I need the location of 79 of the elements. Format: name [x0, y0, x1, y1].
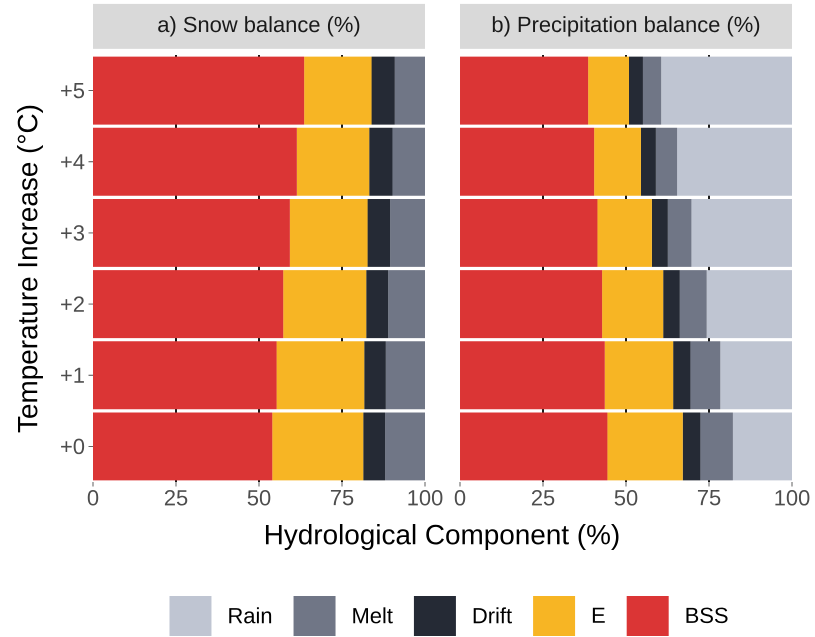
- bar: [460, 198, 598, 267]
- legend-label: E: [592, 608, 605, 623]
- bar: [460, 270, 602, 338]
- bar: [607, 412, 683, 480]
- bar: [700, 412, 733, 480]
- legend-label: Melt: [353, 607, 393, 624]
- x-tick-label: 0: [88, 490, 98, 506]
- bar: [668, 198, 692, 267]
- bar: [385, 412, 426, 480]
- bar: [304, 56, 372, 125]
- bar: [372, 56, 395, 125]
- bar: [690, 341, 720, 410]
- bar: [706, 270, 792, 338]
- bar: [691, 198, 792, 267]
- y-axis-title: Temperature Increase (°C): [16, 106, 43, 432]
- bar: [720, 341, 792, 410]
- bar: [290, 198, 368, 267]
- bar: [368, 198, 390, 267]
- bar: [283, 270, 366, 338]
- bar: [588, 56, 629, 125]
- x-axis-title: Hydrological Component (%): [266, 524, 618, 550]
- bar: [642, 56, 662, 125]
- y-tick-label: +3: [61, 225, 84, 241]
- chart-title: b) Precipitation balance (%): [492, 16, 760, 37]
- bar: [460, 56, 588, 125]
- y-tick-label: +0: [61, 438, 84, 454]
- y-tick-label: +4: [61, 154, 84, 170]
- bar: [388, 270, 426, 338]
- bar: [602, 270, 664, 338]
- legend-label: Rain: [229, 607, 272, 624]
- bar: [661, 56, 792, 125]
- bar: [386, 341, 426, 410]
- bar: [296, 128, 370, 196]
- bar: [364, 341, 386, 410]
- bar: [276, 341, 364, 410]
- bar: [93, 56, 304, 125]
- bar: [594, 128, 641, 196]
- bar: [628, 56, 643, 125]
- chart-title: a) Snow balance (%): [158, 16, 360, 37]
- bar: [394, 56, 426, 125]
- x-tick-label: 0: [454, 490, 466, 506]
- x-tick-label: 100: [408, 490, 442, 506]
- bar: [656, 128, 678, 196]
- bar: [93, 412, 272, 480]
- bar: [673, 341, 690, 410]
- bar: [93, 198, 290, 267]
- bar: [604, 341, 674, 410]
- bar: [369, 128, 392, 196]
- x-tick-label: 50: [248, 490, 270, 506]
- bar: [663, 270, 680, 338]
- bar: [680, 270, 707, 338]
- bar: [272, 412, 364, 480]
- bar: [460, 412, 608, 480]
- bar: [93, 341, 277, 410]
- bar: [677, 128, 792, 196]
- y-tick-label: +1: [61, 368, 84, 383]
- bar: [392, 128, 426, 196]
- x-tick-label: 25: [164, 490, 188, 506]
- y-tick-label: +5: [61, 82, 84, 98]
- x-tick-label: 75: [330, 490, 354, 506]
- y-tick-label: +2: [61, 296, 84, 312]
- bar: [640, 128, 656, 196]
- bar: [732, 412, 792, 480]
- bar: [93, 270, 284, 338]
- bar: [363, 412, 386, 480]
- x-tick-label: 75: [698, 490, 720, 506]
- x-tick-label: 100: [775, 490, 810, 506]
- legend-label: BSS: [686, 608, 728, 624]
- bar: [460, 128, 594, 196]
- bar: [597, 198, 652, 267]
- x-tick-label: 50: [614, 490, 638, 506]
- bar: [93, 128, 297, 196]
- legend-label: Drift: [474, 607, 512, 624]
- bar: [390, 198, 426, 267]
- bar: [652, 198, 668, 267]
- bar: [682, 412, 700, 480]
- bar: [366, 270, 388, 338]
- x-tick-label: 25: [532, 490, 554, 506]
- bar: [460, 341, 605, 410]
